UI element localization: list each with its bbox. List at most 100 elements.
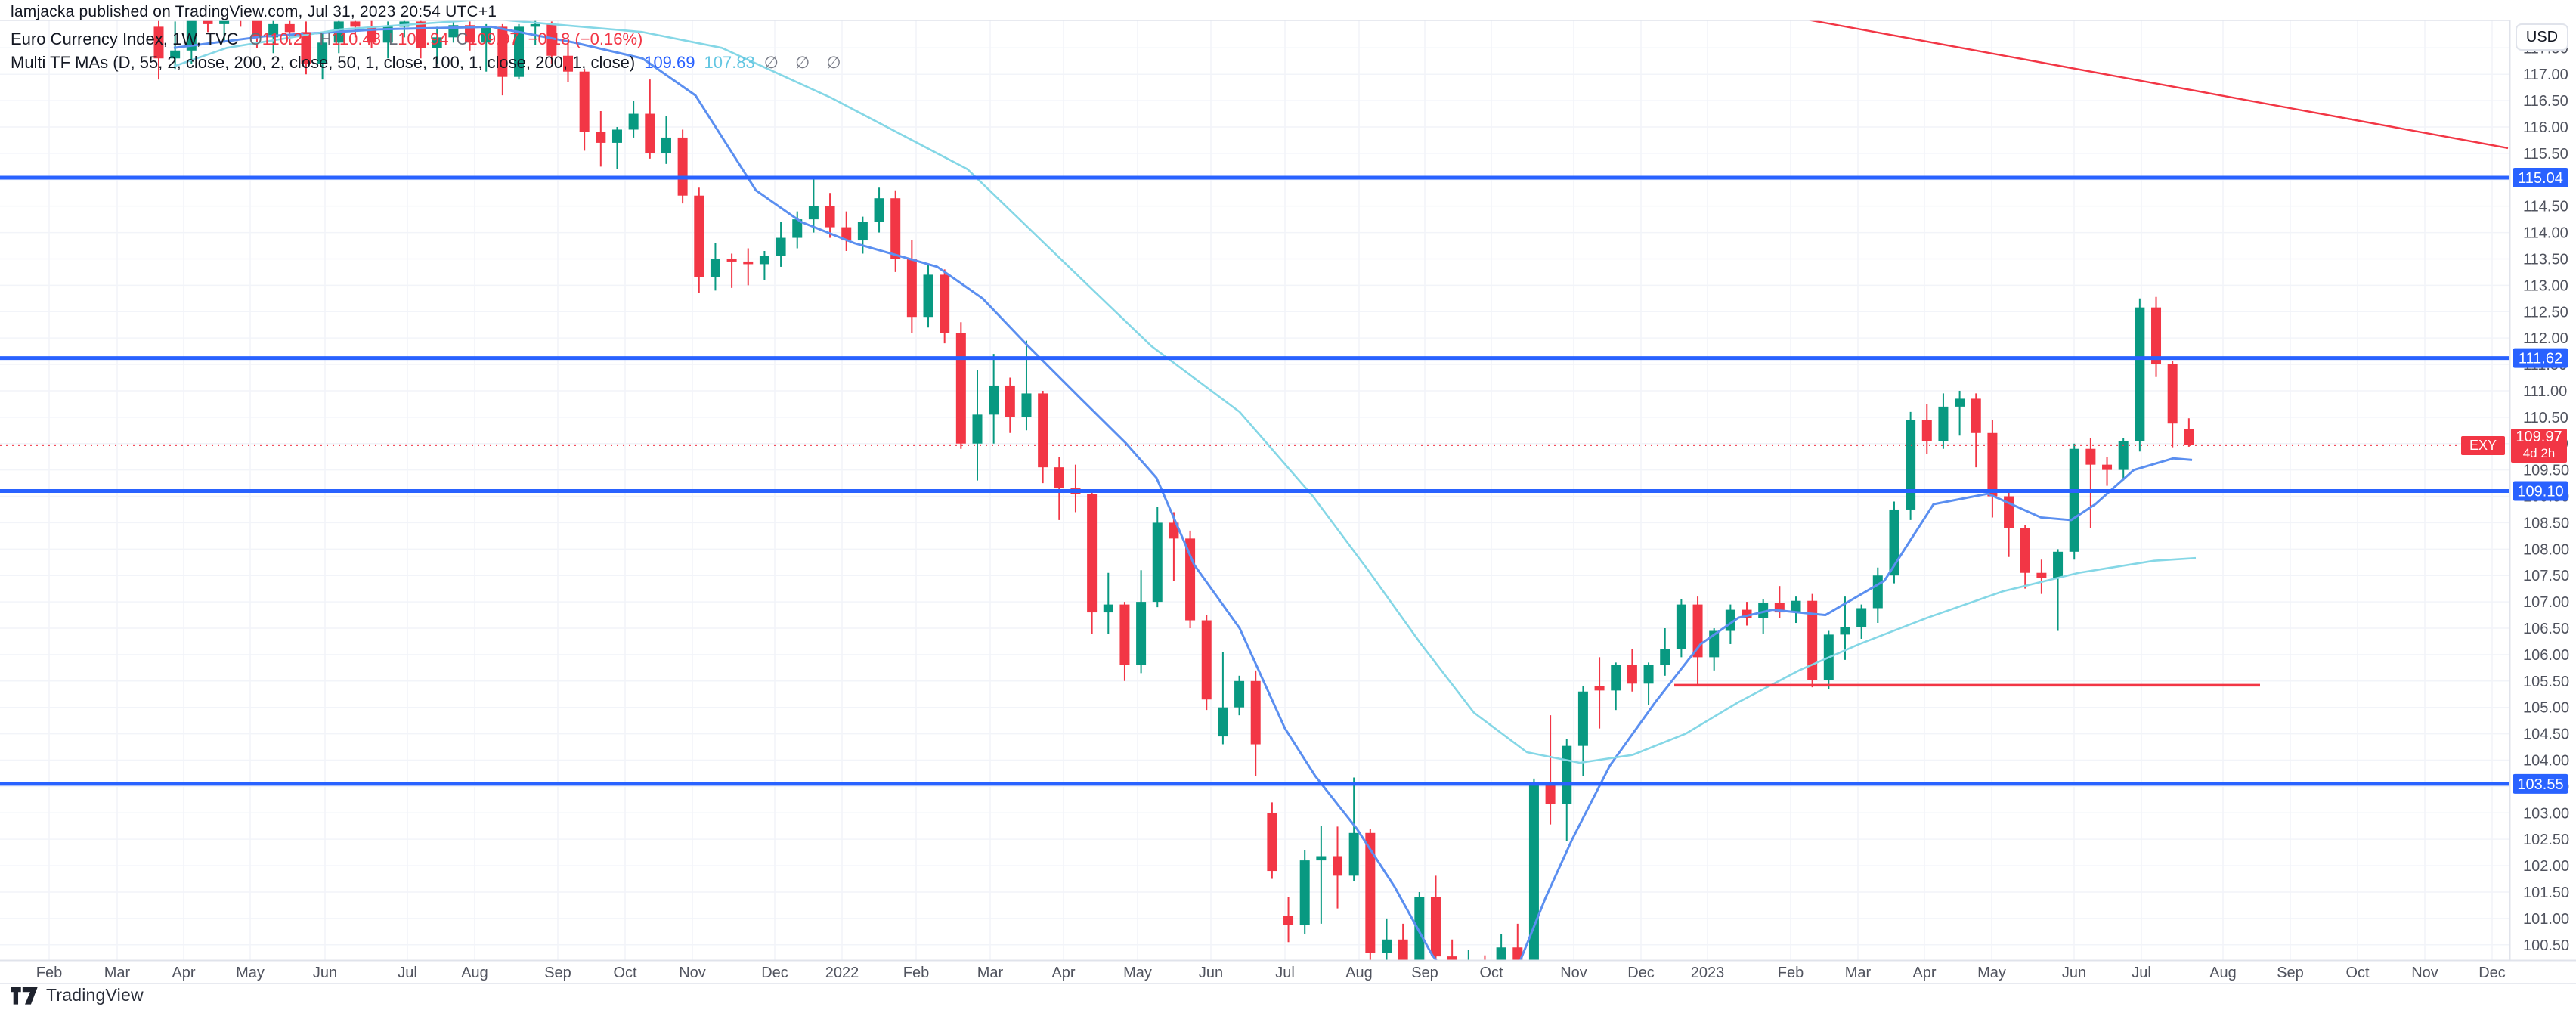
- ohlc-item: C109.97: [456, 29, 519, 48]
- time-tick-label: May: [1977, 965, 2006, 981]
- price-tick-label: 113.00: [2523, 277, 2568, 294]
- time-tick-label: Jun: [313, 965, 337, 981]
- price-axis[interactable]: 117.50117.00116.50116.00115.50115.00114.…: [2509, 20, 2576, 960]
- price-tick-label: 108.00: [2523, 541, 2569, 558]
- time-tick-label: Aug: [461, 965, 488, 981]
- svg-text:115.04: 115.04: [2518, 170, 2563, 187]
- symbol-price-chip: EXY: [2461, 435, 2505, 455]
- time-tick-label: Aug: [2209, 965, 2237, 981]
- ohlc-values: O110.27 H110.48 L109.94 C109.97: [249, 29, 527, 48]
- price-tick-label: 105.00: [2523, 700, 2569, 717]
- time-axis[interactable]: Feb Mar Apr May Jun Jul Aug Sep Oct Nov Dec 2022 Feb…: [0, 959, 2576, 984]
- change-value: −0.18 (−0.16%): [528, 29, 643, 48]
- level-price-badge: 111.62: [2513, 348, 2568, 368]
- price-tick-label: 117.00: [2523, 67, 2568, 83]
- svg-text:111.62: 111.62: [2519, 351, 2562, 367]
- price-tick-label: 113.50: [2523, 251, 2568, 268]
- time-tick-label: Sep: [2277, 965, 2304, 981]
- indicator-title: Multi TF MAs (D, 55, 2, close, 200, 2, c…: [11, 53, 636, 72]
- price-tick-label: 112.00: [2523, 330, 2568, 347]
- tradingview-logo[interactable]: TradingView: [11, 985, 144, 1005]
- ma-fast-line: [173, 25, 2193, 960]
- time-tick-label: Apr: [172, 965, 195, 981]
- horizontal-level-lines[interactable]: [0, 175, 2509, 786]
- drawings[interactable]: [1674, 2, 2509, 687]
- price-tick-label: 105.50: [2523, 674, 2569, 690]
- price-tick-label: 101.50: [2523, 885, 2569, 901]
- time-tick-label: Sep: [1411, 965, 1438, 981]
- level-price-badge: 103.55: [2513, 773, 2568, 794]
- level-price-badge: 109.10: [2513, 481, 2568, 501]
- level-price-badge: 115.04: [2513, 167, 2568, 187]
- time-tick-label: Jun: [2062, 965, 2086, 981]
- time-tick-label: Dec: [761, 965, 788, 981]
- time-tick-label: Oct: [1479, 965, 1503, 981]
- time-tick-label: Jul: [1275, 965, 1295, 981]
- time-tick-label: Mar: [977, 965, 1004, 981]
- price-tick-label: 106.00: [2523, 647, 2569, 664]
- ma-slow-line: [173, 20, 2197, 764]
- time-tick-label: Oct: [2345, 965, 2370, 981]
- time-tick-label: Jul: [2132, 965, 2151, 981]
- time-tick-label: Dec: [1627, 965, 1655, 981]
- time-tick-label: Oct: [613, 965, 637, 981]
- time-tick-label: 2023: [1691, 965, 1725, 981]
- price-tick-label: 111.00: [2523, 383, 2567, 400]
- current-price-badge: 109.97 4d 2h: [2511, 428, 2567, 463]
- time-tick-label: Apr: [1051, 965, 1075, 981]
- symbol-title: Euro Currency Index, 1W, TVC: [11, 29, 239, 48]
- tradingview-logo-icon: [11, 986, 38, 1005]
- legend-symbol-row[interactable]: Euro Currency Index, 1W, TVC O110.27 H110.…: [11, 27, 847, 51]
- price-tick-label: 102.00: [2523, 858, 2569, 875]
- time-tick-label: Sep: [544, 965, 571, 981]
- time-tick-label: Mar: [1845, 965, 1872, 981]
- price-tick-label: 104.00: [2523, 752, 2569, 769]
- price-tick-label: 102.50: [2523, 832, 2569, 848]
- price-tick-label: 109.50: [2523, 463, 2569, 479]
- legend-indicator-row[interactable]: Multi TF MAs (D, 55, 2, close, 200, 2, c…: [11, 51, 847, 74]
- price-tick-label: 116.00: [2523, 119, 2568, 136]
- price-tick-label: 107.50: [2523, 568, 2569, 584]
- time-tick-label: Nov: [679, 965, 706, 981]
- price-tick-label: 107.00: [2523, 594, 2569, 611]
- time-tick-label: May: [1123, 965, 1152, 981]
- price-tick-label: 101.00: [2523, 911, 2569, 928]
- ohlc-item: L109.94: [388, 29, 449, 48]
- ohlc-item: O110.27: [249, 29, 312, 48]
- price-tick-label: 104.50: [2523, 727, 2569, 743]
- bar-close-countdown: 4d 2h: [2522, 446, 2556, 461]
- indicator-values: 109.69 107.83: [644, 53, 764, 72]
- time-tick-label: May: [236, 965, 265, 981]
- time-tick-label: Dec: [2478, 965, 2506, 981]
- time-tick-label: Apr: [1912, 965, 1936, 981]
- price-tick-label: 106.50: [2523, 621, 2569, 637]
- price-tick-label: 100.50: [2523, 937, 2569, 954]
- svg-text:103.55: 103.55: [2517, 776, 2563, 793]
- candles: [153, 20, 2194, 960]
- indicator-value: 109.69: [644, 53, 695, 72]
- price-tick-label: 115.50: [2523, 146, 2568, 163]
- price-tick-label: 114.00: [2523, 225, 2568, 242]
- moving-average-lines: [173, 20, 2197, 960]
- chart-legend: Euro Currency Index, 1W, TVC O110.27 H110.…: [11, 27, 847, 74]
- price-tick-label: 110.50: [2523, 410, 2568, 426]
- time-tick-label: Feb: [1778, 965, 1804, 981]
- time-tick-label: Feb: [903, 965, 929, 981]
- currency-unit-button[interactable]: USD: [2516, 23, 2568, 51]
- time-tick-label: 2022: [825, 965, 859, 981]
- time-tick-label: Aug: [1345, 965, 1373, 981]
- price-tick-label: 112.50: [2523, 304, 2568, 321]
- price-tick-label: 116.50: [2523, 93, 2568, 110]
- indicator-value: 107.83: [704, 53, 755, 72]
- svg-text:109.10: 109.10: [2517, 484, 2563, 500]
- price-tick-label: 103.00: [2523, 805, 2569, 822]
- price-tick-label: 108.50: [2523, 515, 2569, 531]
- attribution-text: lamjacka published on TradingView.com, J…: [11, 3, 497, 20]
- time-tick-label: Jun: [1199, 965, 1223, 981]
- time-tick-label: Nov: [1560, 965, 1587, 981]
- ohlc-item: H110.48: [319, 29, 381, 48]
- descending-trendline: [1807, 20, 2509, 150]
- indicator-empty-values: ∅ ∅ ∅: [763, 53, 847, 72]
